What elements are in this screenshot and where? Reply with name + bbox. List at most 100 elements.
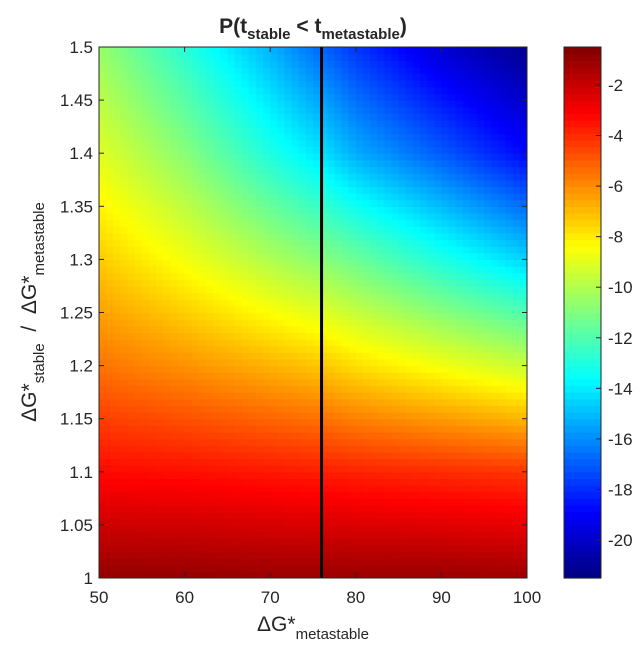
heat-cell [291, 232, 300, 241]
heat-cell [298, 93, 307, 101]
heat-cell [412, 259, 421, 267]
heat-cell [234, 232, 243, 241]
heat-cell [512, 299, 521, 307]
heat-cell [163, 398, 171, 407]
heat-cell [220, 239, 228, 247]
heat-cell [163, 358, 171, 367]
heat-cell [234, 73, 243, 81]
heat-cell [156, 86, 164, 95]
colorbar-band [564, 445, 601, 453]
heat-cell [313, 133, 321, 141]
heat-cell [99, 279, 107, 287]
heat-cell [427, 531, 435, 539]
heat-cell [455, 491, 464, 499]
heat-cell [234, 471, 243, 480]
heat-cell [370, 126, 378, 134]
heat-cell [313, 100, 321, 108]
heat-cell [177, 199, 186, 207]
heat-cell [441, 106, 450, 114]
heat-cell [362, 471, 371, 480]
heat-cell [106, 418, 114, 426]
heat-cell [362, 86, 371, 95]
heat-cell [198, 86, 207, 95]
heat-cell [284, 179, 293, 187]
heat-cell [412, 292, 421, 300]
heat-cell [127, 120, 136, 128]
heat-cell [405, 159, 414, 168]
heat-cell [420, 133, 428, 141]
heat-cell [148, 372, 157, 380]
heat-cell [441, 159, 450, 168]
heat-cell [248, 93, 257, 101]
heat-cell [113, 299, 121, 307]
heat-cell [106, 272, 114, 280]
heat-cell [448, 60, 457, 68]
heat-cell [420, 458, 428, 466]
heat-cell [427, 385, 435, 393]
heat-cell [462, 73, 471, 81]
heat-cell [255, 120, 264, 128]
heat-cell [248, 113, 257, 121]
heat-cell [99, 193, 107, 201]
heat-cell [462, 166, 471, 174]
heat-cell [127, 292, 136, 300]
heat-cell [420, 325, 428, 334]
heat-cell [213, 146, 221, 154]
heat-cell [277, 471, 286, 480]
heat-cell [141, 80, 150, 88]
heat-cell [455, 73, 464, 81]
heat-cell [298, 193, 307, 201]
colorbar-frame [563, 46, 602, 579]
heat-cell [519, 478, 527, 486]
heat-cell [298, 412, 307, 420]
heat-cell [141, 219, 150, 227]
heat-cell [370, 412, 378, 420]
heat-cell [341, 319, 350, 327]
heat-cell [377, 186, 385, 194]
colorbar-band [564, 571, 601, 579]
heat-cell [305, 299, 314, 307]
heat-cell [384, 465, 393, 473]
heat-cell [234, 405, 243, 413]
heat-cell [298, 100, 307, 108]
heat-cell [305, 173, 314, 181]
heat-cell [113, 179, 121, 187]
heat-cell [263, 153, 271, 161]
heat-cell [263, 345, 271, 353]
heat-cell [298, 305, 307, 314]
heat-cell [298, 491, 307, 499]
heat-cell [434, 299, 442, 307]
heat-cell [377, 339, 385, 347]
heat-cell [177, 465, 186, 473]
heat-cell [477, 279, 485, 287]
heat-cell [384, 47, 393, 55]
heat-cell [519, 511, 527, 519]
heat-cell [170, 305, 179, 314]
heat-cell [191, 491, 200, 499]
heat-cell [191, 73, 200, 81]
heat-cell [334, 358, 343, 367]
heat-cell [305, 319, 314, 327]
heat-cell [505, 173, 514, 181]
heat-cell [156, 153, 164, 161]
heat-cell [434, 412, 442, 420]
heat-cell [498, 173, 507, 181]
heat-cell [141, 531, 150, 539]
heat-cell [255, 504, 264, 513]
heat-cell [391, 485, 400, 493]
heat-cell [427, 193, 435, 201]
heat-cell [163, 378, 171, 387]
heat-cell [263, 173, 271, 181]
heat-cell [270, 538, 278, 546]
heat-cell [427, 80, 435, 88]
heat-cell [384, 498, 393, 506]
heat-cell [398, 80, 407, 88]
heat-cell [348, 199, 357, 207]
heat-cell [320, 239, 328, 247]
heat-cell [477, 365, 485, 373]
heat-cell [370, 266, 378, 274]
heat-cell [270, 398, 278, 407]
colorbar-band [564, 405, 601, 413]
heat-cell [263, 451, 271, 460]
heat-cell [248, 239, 257, 247]
